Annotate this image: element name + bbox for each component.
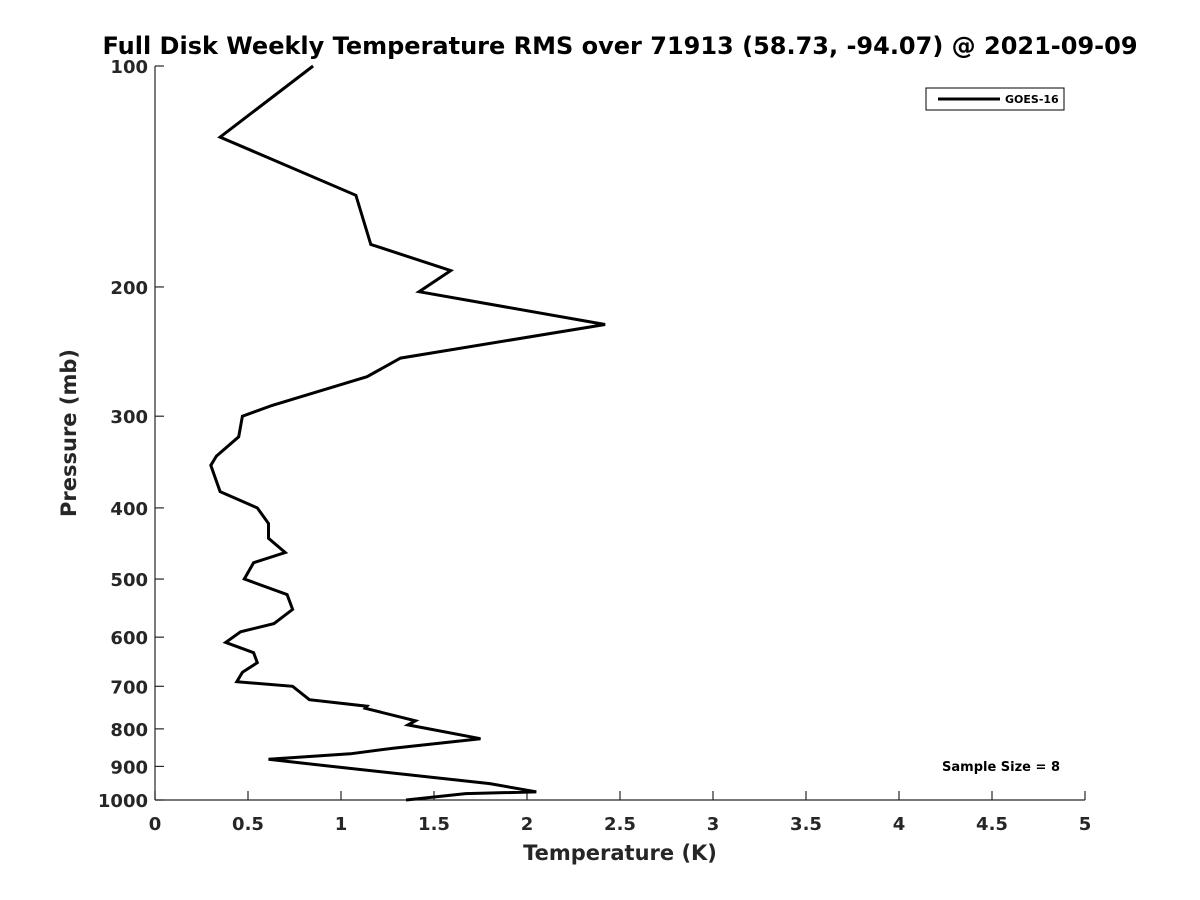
x-tick-label: 4	[893, 814, 906, 835]
x-tick-label: 0	[149, 814, 162, 835]
y-tick-label: 100	[110, 57, 148, 78]
y-tick-label: 300	[110, 407, 148, 428]
y-ticks: 100 200 300 400 500 600 700 800 900 1000	[98, 57, 164, 812]
y-axis-label: Pressure (mb)	[57, 349, 81, 517]
x-tick-label: 3.5	[790, 814, 822, 835]
x-tick-label: 1	[335, 814, 348, 835]
series-line-goes16	[209, 64, 606, 802]
legend: GOES-16	[925, 87, 1065, 111]
y-tick-label: 900	[110, 757, 148, 778]
x-tick-label: 0.5	[232, 814, 264, 835]
chart-title: Full Disk Weekly Temperature RMS over 71…	[102, 32, 1137, 60]
y-tick-label: 600	[110, 628, 148, 649]
series-layer	[209, 64, 606, 802]
x-tick-label: 3	[707, 814, 720, 835]
y-tick-label: 500	[110, 570, 148, 591]
x-tick-label: 4.5	[976, 814, 1008, 835]
x-tick-label: 1.5	[418, 814, 450, 835]
legend-label-goes16: GOES-16	[1005, 93, 1059, 106]
x-ticks: 0 0.5 1 1.5 2 2.5 3 3.5 4 4.5 5	[149, 791, 1092, 835]
sample-size-annotation: Sample Size = 8	[942, 760, 1060, 775]
y-tick-label: 1000	[98, 791, 148, 812]
y-tick-label: 400	[110, 499, 148, 520]
x-axis-label: Temperature (K)	[523, 841, 717, 865]
y-tick-label: 700	[110, 677, 148, 698]
x-tick-label: 2.5	[604, 814, 636, 835]
x-tick-label: 5	[1079, 814, 1092, 835]
y-tick-label: 200	[110, 278, 148, 299]
x-tick-label: 2	[521, 814, 534, 835]
y-tick-label: 800	[110, 720, 148, 741]
